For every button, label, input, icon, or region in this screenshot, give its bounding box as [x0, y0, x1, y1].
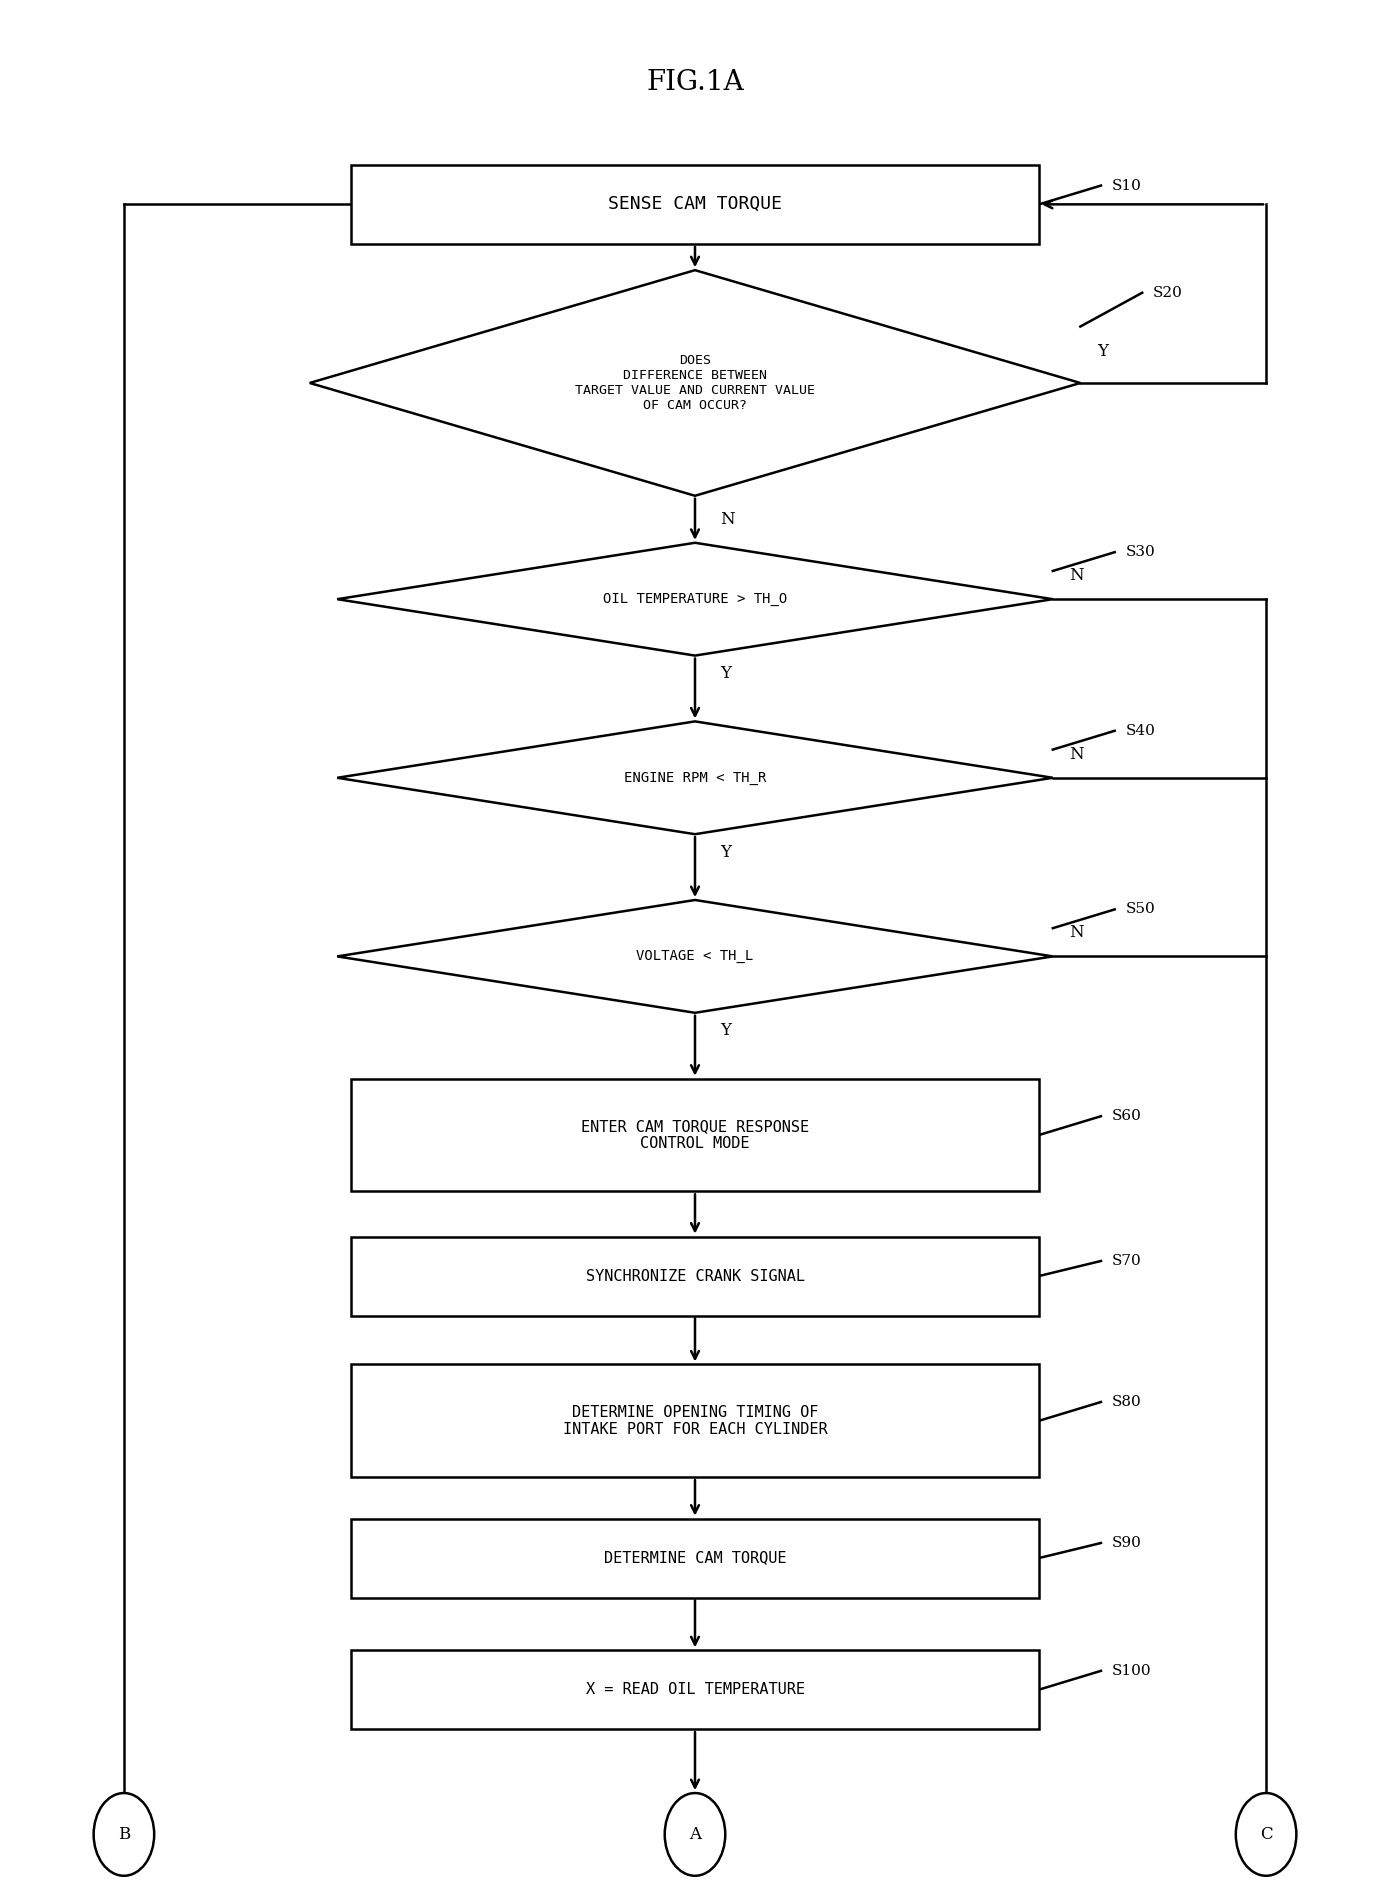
Text: SYNCHRONIZE CRANK SIGNAL: SYNCHRONIZE CRANK SIGNAL	[585, 1269, 805, 1284]
Text: N: N	[1069, 924, 1084, 941]
Text: S40: S40	[1126, 724, 1155, 739]
Circle shape	[664, 1794, 726, 1875]
Polygon shape	[338, 722, 1052, 833]
FancyBboxPatch shape	[350, 1519, 1040, 1597]
Text: FIG.1A: FIG.1A	[646, 68, 744, 97]
FancyBboxPatch shape	[350, 1364, 1040, 1477]
Text: ENTER CAM TORQUE RESPONSE
CONTROL MODE: ENTER CAM TORQUE RESPONSE CONTROL MODE	[581, 1119, 809, 1152]
Circle shape	[1236, 1794, 1297, 1875]
Text: X = READ OIL TEMPERATURE: X = READ OIL TEMPERATURE	[585, 1682, 805, 1697]
Text: Y: Y	[1097, 343, 1108, 360]
Text: S90: S90	[1112, 1536, 1141, 1549]
Text: DETERMINE CAM TORQUE: DETERMINE CAM TORQUE	[603, 1551, 787, 1566]
Text: ENGINE RPM < TH_R: ENGINE RPM < TH_R	[624, 771, 766, 784]
FancyBboxPatch shape	[350, 1650, 1040, 1729]
Circle shape	[93, 1794, 154, 1875]
FancyBboxPatch shape	[350, 1078, 1040, 1191]
Polygon shape	[338, 900, 1052, 1013]
Text: N: N	[1069, 566, 1084, 583]
Text: DETERMINE OPENING TIMING OF
INTAKE PORT FOR EACH CYLINDER: DETERMINE OPENING TIMING OF INTAKE PORT …	[563, 1405, 827, 1438]
Text: S50: S50	[1126, 902, 1155, 917]
Text: C: C	[1259, 1826, 1272, 1843]
Text: Y: Y	[720, 1023, 731, 1040]
Polygon shape	[338, 544, 1052, 655]
Text: Y: Y	[720, 665, 731, 682]
Text: VOLTAGE < TH_L: VOLTAGE < TH_L	[637, 949, 753, 964]
Text: SENSE CAM TORQUE: SENSE CAM TORQUE	[607, 195, 783, 214]
Text: S70: S70	[1112, 1254, 1141, 1267]
Text: DOES
DIFFERENCE BETWEEN
TARGET VALUE AND CURRENT VALUE
OF CAM OCCUR?: DOES DIFFERENCE BETWEEN TARGET VALUE AND…	[575, 354, 815, 413]
FancyBboxPatch shape	[350, 165, 1040, 244]
Text: S30: S30	[1126, 545, 1155, 559]
Text: N: N	[1069, 746, 1084, 763]
Text: S100: S100	[1112, 1663, 1151, 1678]
Text: OIL TEMPERATURE > TH_O: OIL TEMPERATURE > TH_O	[603, 593, 787, 606]
Text: S60: S60	[1112, 1110, 1141, 1123]
Text: S10: S10	[1112, 178, 1141, 193]
Polygon shape	[310, 271, 1080, 496]
Text: N: N	[720, 511, 734, 528]
Text: S80: S80	[1112, 1396, 1141, 1409]
Text: A: A	[689, 1826, 701, 1843]
FancyBboxPatch shape	[350, 1237, 1040, 1316]
Text: S20: S20	[1154, 286, 1183, 299]
Text: B: B	[118, 1826, 131, 1843]
Text: Y: Y	[720, 843, 731, 860]
